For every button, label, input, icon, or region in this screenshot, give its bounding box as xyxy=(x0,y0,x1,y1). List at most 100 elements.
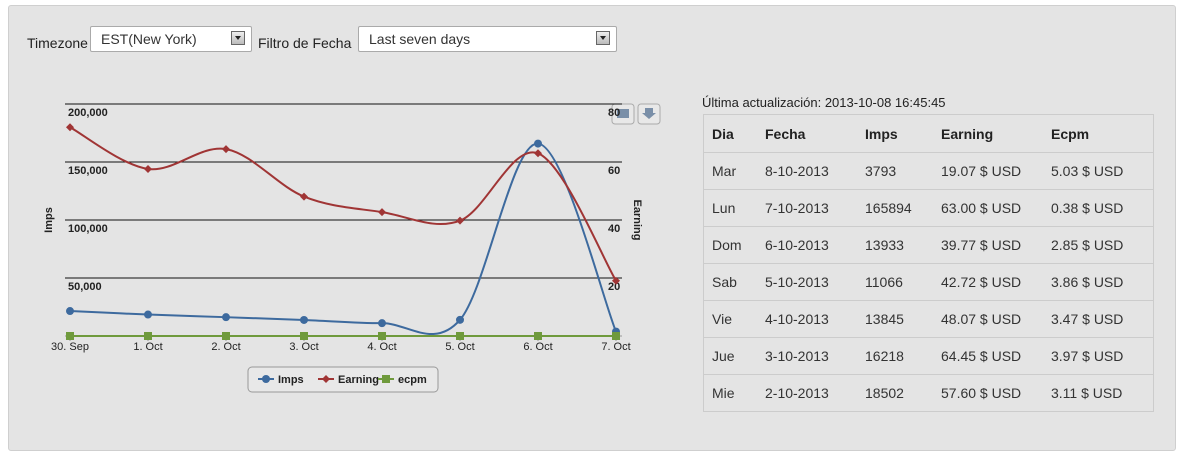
table-row: Jue 3-10-2013 16218 64.45 $ USD 3.97 $ USD xyxy=(703,337,1154,375)
timezone-label: Timezone xyxy=(27,35,88,51)
table-cell: 5.03 $ USD xyxy=(1043,152,1154,190)
point xyxy=(534,139,542,148)
y-axis-title: Imps xyxy=(43,207,55,233)
y2-tick-label: 40 xyxy=(608,223,620,235)
timezone-select[interactable]: EST(New York) xyxy=(90,26,252,52)
table-row: Sab 5-10-2013 11066 42.72 $ USD 3.86 $ USD xyxy=(703,263,1154,301)
x-tick-label: 6. Oct xyxy=(523,341,552,353)
date-filter-label: Filtro de Fecha xyxy=(258,35,352,51)
series-line xyxy=(69,142,617,336)
x-tick-label: 5. Oct xyxy=(445,341,474,353)
point xyxy=(378,319,386,328)
legend-marker xyxy=(382,375,390,383)
x-tick-label: 2. Oct xyxy=(211,341,240,353)
point xyxy=(222,145,230,154)
legend-box xyxy=(247,366,439,393)
point xyxy=(378,208,386,217)
point xyxy=(534,331,542,340)
table-cell: 64.45 $ USD xyxy=(933,337,1043,375)
y2-axis-title: Earning xyxy=(631,200,643,241)
table-cell: 6-10-2013 xyxy=(757,226,857,264)
table-cell: Lun xyxy=(703,189,757,227)
table-cell: 42.72 $ USD xyxy=(933,263,1043,301)
table-cell: 11066 xyxy=(857,263,933,301)
table-cell: 7-10-2013 xyxy=(757,189,857,227)
series-line xyxy=(69,126,617,282)
table-cell: Jue xyxy=(703,337,757,375)
table-cell: 63.00 $ USD xyxy=(933,189,1043,227)
y2-tick-label: 60 xyxy=(608,165,620,177)
table-cell: 3.86 $ USD xyxy=(1043,263,1154,301)
table-cell: Sab xyxy=(703,263,757,301)
dropdown-arrow xyxy=(231,31,245,45)
y-tick-label: 150,000 xyxy=(68,165,108,177)
table-cell: Mie xyxy=(703,374,757,412)
table-cell: Dom xyxy=(703,226,757,264)
table-cell: 3793 xyxy=(857,152,933,190)
table-cell: 0.38 $ USD xyxy=(1043,189,1154,227)
point xyxy=(300,315,308,324)
point xyxy=(222,331,230,340)
table-cell: 165894 xyxy=(857,189,933,227)
table-cell: 16218 xyxy=(857,337,933,375)
y-tick-label: 200,000 xyxy=(68,107,108,119)
date-filter-select[interactable]: Last seven days xyxy=(358,26,617,52)
export-buttons xyxy=(611,103,661,125)
table-cell: 3.47 $ USD xyxy=(1043,300,1154,338)
point xyxy=(144,164,152,173)
point xyxy=(456,216,464,225)
y-tick-label: 50,000 xyxy=(68,281,102,293)
legend-marker xyxy=(262,375,270,383)
chart: Imps Earning 50,000 100,000 150,000 200,000… xyxy=(43,103,661,393)
point xyxy=(66,307,74,316)
column-header: Earning xyxy=(933,114,1043,153)
point xyxy=(456,331,464,340)
y-tick-label: 100,000 xyxy=(68,223,108,235)
column-header: Fecha xyxy=(757,114,857,153)
dropdown-arrow xyxy=(596,31,610,45)
data-table: Dia Fecha Imps Earning Ecpm Mar 8-10-2013 3793 1… xyxy=(703,114,1154,412)
table-cell: 2-10-2013 xyxy=(757,374,857,412)
table-cell: 18502 xyxy=(857,374,933,412)
y2-tick-label: 80 xyxy=(608,107,620,119)
table-cell: Vie xyxy=(703,300,757,338)
table-row: Vie 4-10-2013 13845 48.07 $ USD 3.47 $ USD xyxy=(703,300,1154,338)
table-cell: 39.77 $ USD xyxy=(933,226,1043,264)
download-icon xyxy=(642,108,656,119)
x-tick-label: 4. Oct xyxy=(367,341,396,353)
table-cell: 57.60 $ USD xyxy=(933,374,1043,412)
table-cell: 2.85 $ USD xyxy=(1043,226,1154,264)
last-update: Última actualización: 2013-10-08 16:45:4… xyxy=(702,95,946,110)
table-cell: 3-10-2013 xyxy=(757,337,857,375)
timezone-value: EST(New York) xyxy=(101,31,197,47)
point xyxy=(222,313,230,322)
table-cell: 13845 xyxy=(857,300,933,338)
x-tick-label: 7. Oct xyxy=(601,341,630,353)
point xyxy=(66,123,74,132)
table-cell: 13933 xyxy=(857,226,933,264)
legend-marker xyxy=(322,375,330,383)
table-cell: 48.07 $ USD xyxy=(933,300,1043,338)
point xyxy=(144,310,152,319)
point xyxy=(534,149,542,158)
table-cell: 4-10-2013 xyxy=(757,300,857,338)
table-cell: 8-10-2013 xyxy=(757,152,857,190)
legend-label: Imps xyxy=(278,374,304,386)
x-tick-label: 30. Sep xyxy=(51,341,89,353)
point xyxy=(456,315,464,324)
x-tick-label: 3. Oct xyxy=(289,341,318,353)
table-cell: 3.97 $ USD xyxy=(1043,337,1154,375)
date-filter-value: Last seven days xyxy=(369,31,471,47)
y2-tick-label: 20 xyxy=(608,281,620,293)
point xyxy=(144,331,152,340)
legend-label: ecpm xyxy=(398,374,427,386)
print-icon xyxy=(617,109,629,118)
legend-label: Earning xyxy=(338,374,379,386)
table-cell: 3.11 $ USD xyxy=(1043,374,1154,412)
point xyxy=(378,331,386,340)
table-body: Mar 8-10-2013 3793 19.07 $ USD 5.03 $ USD Lun… xyxy=(703,152,1154,412)
column-header: Dia xyxy=(703,114,757,153)
table-row: Dom 6-10-2013 13933 39.77 $ USD 2.85 $ USD xyxy=(703,226,1154,264)
table-cell: Mar xyxy=(703,152,757,190)
point xyxy=(612,276,620,285)
